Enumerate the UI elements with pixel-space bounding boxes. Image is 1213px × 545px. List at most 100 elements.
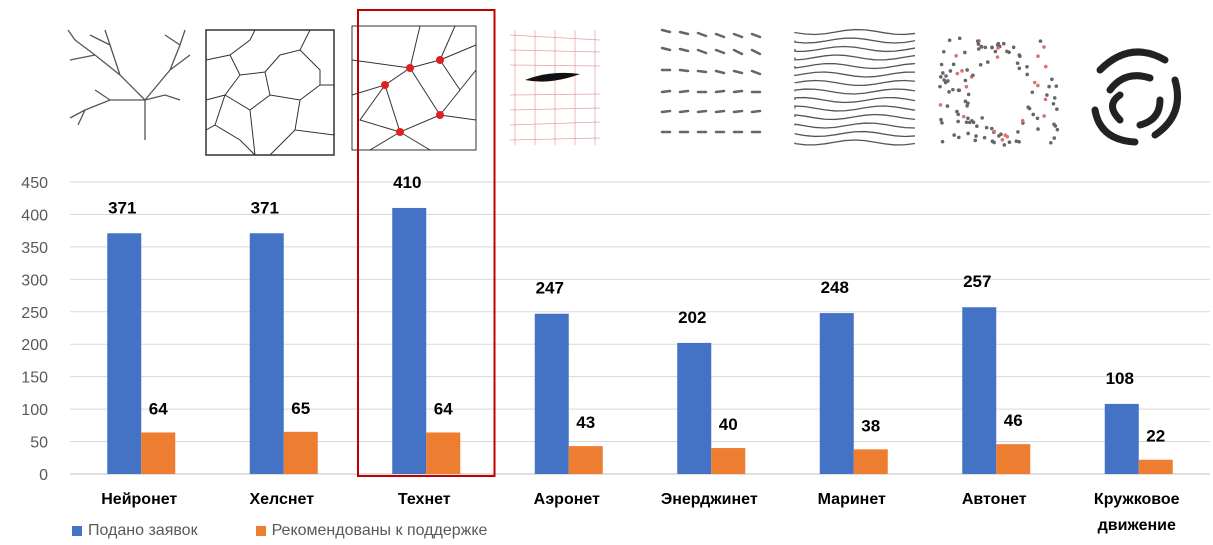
wave-line bbox=[794, 37, 916, 44]
particle bbox=[996, 46, 1000, 50]
voronoi-mesh-icon bbox=[205, 29, 335, 156]
highlight-frame bbox=[357, 9, 496, 477]
particle bbox=[1016, 130, 1020, 134]
wave-line bbox=[794, 28, 916, 36]
y-tick-label: 350 bbox=[21, 240, 48, 257]
wave-lines-icon bbox=[794, 28, 916, 146]
particle bbox=[1050, 77, 1054, 82]
particle bbox=[1042, 45, 1046, 49]
particle bbox=[951, 87, 955, 92]
particle bbox=[1049, 140, 1053, 145]
data-label: 248 bbox=[821, 278, 849, 297]
particle bbox=[966, 92, 971, 97]
bar-recommended bbox=[711, 448, 746, 474]
particle bbox=[971, 73, 975, 78]
particle bbox=[951, 62, 956, 67]
wave-line bbox=[794, 88, 916, 95]
wave-line bbox=[794, 96, 916, 104]
x-category-label: Технет bbox=[398, 491, 451, 508]
particle bbox=[945, 104, 950, 108]
wave-line bbox=[794, 79, 916, 87]
particle bbox=[983, 45, 988, 50]
particle bbox=[1002, 143, 1007, 147]
bar-recommended bbox=[426, 432, 461, 474]
particle bbox=[1051, 101, 1056, 106]
x-category-label: Энерджинет bbox=[661, 491, 758, 508]
data-label: 22 bbox=[1146, 427, 1165, 446]
particle bbox=[1042, 114, 1046, 118]
particle bbox=[947, 38, 952, 43]
particle bbox=[965, 104, 969, 108]
particle bbox=[963, 99, 968, 104]
particle bbox=[1031, 112, 1036, 117]
triangulation-network-icon bbox=[351, 25, 477, 151]
particle bbox=[955, 109, 959, 114]
particle bbox=[995, 55, 1000, 59]
particle bbox=[1036, 127, 1040, 131]
bar-submitted bbox=[677, 342, 712, 474]
thumbnail-row bbox=[67, 25, 1181, 156]
particle bbox=[1054, 84, 1059, 88]
particle bbox=[956, 135, 961, 140]
particle bbox=[966, 131, 970, 136]
bar-submitted bbox=[107, 233, 142, 474]
data-label: 43 bbox=[576, 413, 595, 432]
particle bbox=[984, 125, 989, 130]
particle bbox=[1043, 64, 1048, 69]
legend: Подано заявок Рекомендованы к поддержке bbox=[72, 522, 545, 540]
particle bbox=[1032, 80, 1037, 85]
particle bbox=[1047, 84, 1051, 89]
particle bbox=[952, 133, 956, 137]
bar-submitted bbox=[819, 313, 854, 474]
legend-swatch-submitted bbox=[72, 526, 82, 536]
data-labels: 371 64 371 65 410 64 247 43 202 40 248 38 257 46 108 22 bbox=[108, 173, 1165, 446]
gridlines bbox=[70, 181, 1210, 475]
x-category-label: Аэронет bbox=[534, 491, 600, 508]
bar-recommended bbox=[283, 431, 318, 474]
particle bbox=[978, 62, 983, 67]
bar-recommended bbox=[568, 446, 603, 474]
particle bbox=[1055, 127, 1060, 132]
particle bbox=[1025, 72, 1029, 77]
particle bbox=[957, 36, 962, 41]
particle bbox=[938, 103, 943, 107]
wave-line bbox=[794, 62, 916, 70]
x-category-label: Хелснет bbox=[249, 491, 314, 508]
particle bbox=[961, 114, 966, 119]
data-label: 410 bbox=[393, 173, 421, 192]
wave-line bbox=[794, 105, 916, 112]
particle bbox=[975, 39, 980, 43]
wave-line bbox=[794, 71, 916, 78]
particle bbox=[954, 53, 958, 58]
data-label: 65 bbox=[291, 399, 310, 418]
legend-item-submitted: Подано заявок bbox=[72, 522, 198, 540]
particle bbox=[992, 129, 997, 134]
data-label: 64 bbox=[149, 399, 168, 418]
particle bbox=[956, 112, 961, 117]
particle bbox=[1055, 107, 1059, 111]
data-label: 108 bbox=[1106, 369, 1134, 388]
y-tick-label: 450 bbox=[21, 175, 48, 192]
data-label: 64 bbox=[434, 399, 453, 418]
particle bbox=[1036, 83, 1040, 88]
particle bbox=[976, 42, 981, 46]
particle bbox=[964, 84, 969, 89]
data-label: 46 bbox=[1004, 411, 1023, 430]
particle bbox=[1020, 118, 1025, 123]
particle bbox=[940, 139, 945, 144]
wave-line bbox=[794, 113, 916, 121]
particle bbox=[1005, 134, 1010, 139]
wave-line bbox=[794, 122, 916, 129]
legend-label-submitted: Подано заявок bbox=[88, 522, 198, 539]
data-label: 257 bbox=[963, 272, 991, 291]
particle bbox=[1052, 122, 1056, 127]
particle bbox=[963, 78, 968, 83]
particle bbox=[1035, 116, 1040, 121]
data-label: 202 bbox=[678, 308, 706, 327]
y-tick-label: 250 bbox=[21, 305, 48, 322]
particle bbox=[1015, 61, 1020, 65]
particle bbox=[1043, 97, 1048, 102]
particle bbox=[948, 69, 953, 73]
legend-label-recommended: Рекомендованы к поддержке bbox=[271, 522, 488, 539]
particle bbox=[944, 74, 948, 78]
